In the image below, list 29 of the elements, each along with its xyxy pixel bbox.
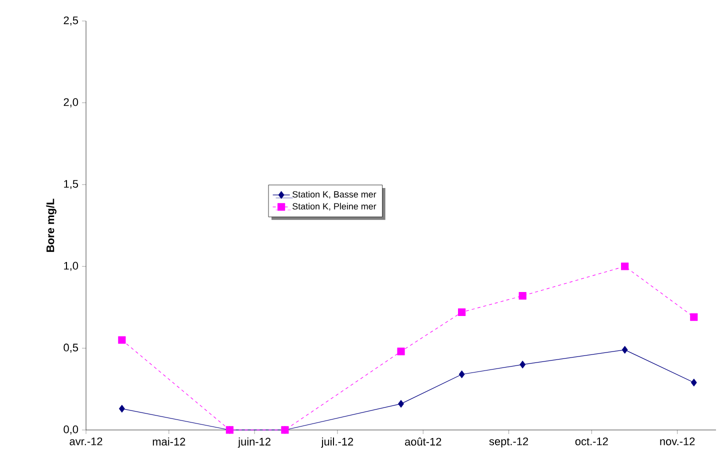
y-tick-label: 0,5 (64, 344, 78, 353)
point (690, 313, 698, 321)
point (398, 400, 404, 408)
point (458, 370, 465, 378)
point (458, 308, 466, 316)
point (690, 378, 697, 386)
point (397, 348, 405, 356)
x-tick-label: août-12 (405, 438, 442, 446)
point (118, 336, 126, 344)
x-tick-label: mai-12 (152, 438, 186, 446)
x-tick-label: nov.-12 (660, 438, 695, 446)
legend-label: Station K, Pleine mer (292, 202, 376, 211)
point (622, 346, 628, 354)
legend-label: Station K, Basse mer (292, 190, 376, 199)
y-tick-label: 1,0 (64, 262, 78, 271)
y-tick-label: 0,0 (64, 425, 78, 435)
y-axis-title: Bore mg/L (46, 198, 56, 252)
point (621, 262, 629, 270)
y-tick-label: 2,5 (64, 16, 78, 26)
x-tick-label: juin-12 (238, 438, 270, 448)
x-tick-label: oct.-12 (575, 438, 608, 446)
point (119, 404, 125, 413)
x-tick-label: juil.-12 (321, 438, 354, 448)
point (518, 292, 526, 300)
point (520, 360, 526, 368)
x-tick-label: sept.-12 (489, 438, 528, 448)
x-tick-label: avr.-12 (70, 438, 102, 446)
y-tick-label: 1,5 (64, 180, 78, 190)
y-tick-label: 2,0 (64, 98, 78, 108)
